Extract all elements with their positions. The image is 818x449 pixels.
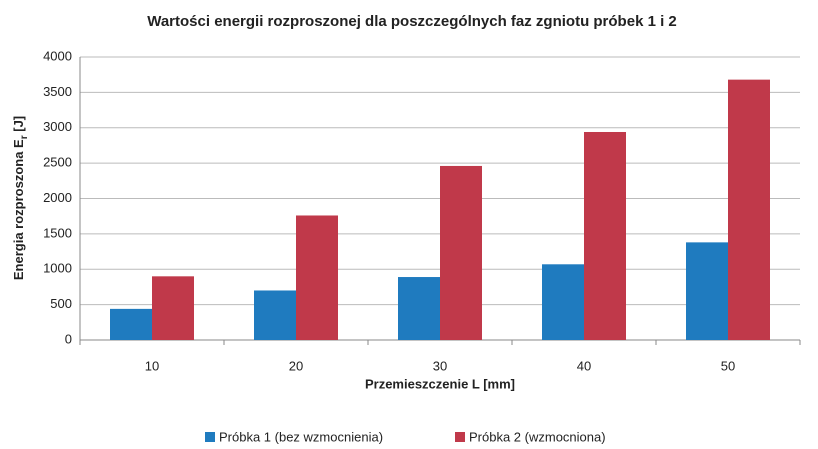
x-tick-label: 10 <box>145 358 159 373</box>
y-label-unit: [J] <box>11 116 26 136</box>
y-tick-label: 3000 <box>43 119 72 134</box>
legend-swatch <box>205 432 215 442</box>
x-tick-label: 50 <box>721 358 735 373</box>
chart-title: Wartości energii rozproszonej dla poszcz… <box>147 13 677 30</box>
y-label-main: Energia rozproszona E <box>11 139 26 280</box>
y-label-sub: r <box>19 135 30 139</box>
y-tick-label: 4000 <box>43 48 72 63</box>
bar <box>254 290 296 340</box>
legend-label: Próbka 1 (bez wzmocnienia) <box>219 429 383 444</box>
y-tick-label: 2000 <box>43 190 72 205</box>
bar <box>110 308 152 340</box>
bar <box>398 277 440 340</box>
y-tick-label: 2500 <box>43 155 72 170</box>
bar <box>728 79 770 340</box>
bar <box>584 131 626 340</box>
y-tick-label: 1000 <box>43 261 72 276</box>
y-tick-label: 3500 <box>43 84 72 99</box>
x-tick-label: 30 <box>433 358 447 373</box>
bar <box>440 165 482 340</box>
x-tick-label: 40 <box>577 358 591 373</box>
bar <box>296 215 338 340</box>
bar <box>686 242 728 340</box>
y-tick-label: 500 <box>50 296 72 311</box>
x-axis-label: Przemieszczenie L [mm] <box>365 376 515 391</box>
y-axis-label: Energia rozproszona Er [J] <box>11 116 29 280</box>
bar <box>542 264 584 340</box>
legend-swatch <box>455 432 465 442</box>
legend-label: Próbka 2 (wzmocniona) <box>469 429 606 444</box>
x-tick-label: 20 <box>289 358 303 373</box>
y-tick-label: 0 <box>65 331 72 346</box>
y-tick-label: 1500 <box>43 225 72 240</box>
bar <box>152 276 194 340</box>
